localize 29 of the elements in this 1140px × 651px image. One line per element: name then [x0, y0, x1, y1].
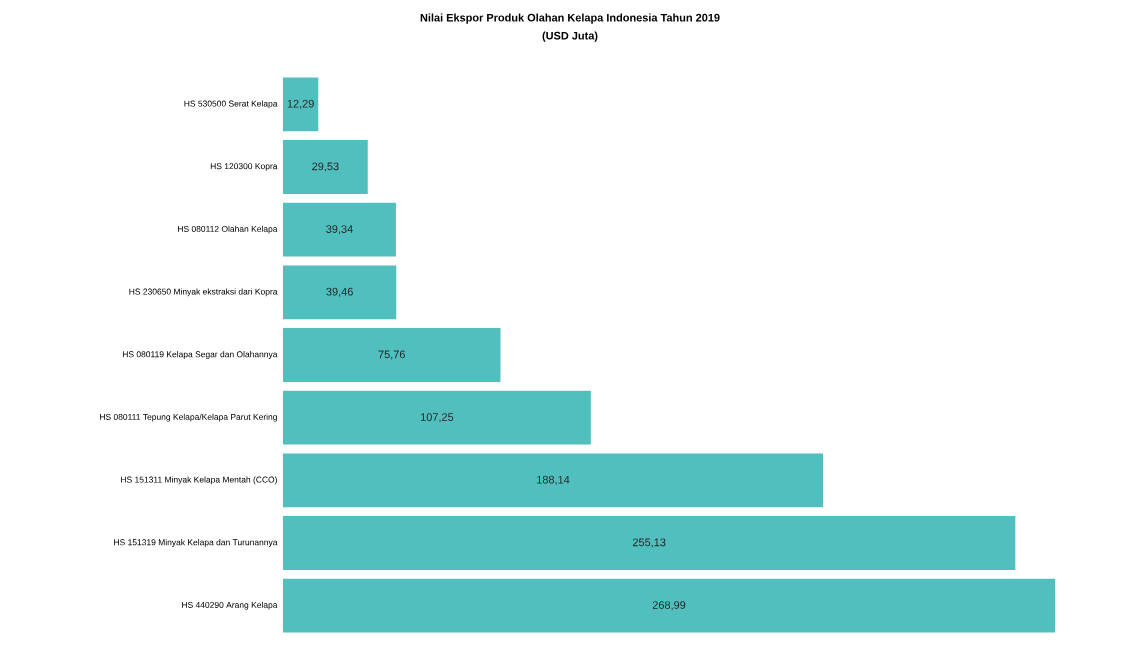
data-label: 29,53: [312, 162, 339, 172]
chart-title: Nilai Ekspor Produk Olahan Kelapa Indonesia Tahun 2019: [420, 13, 720, 24]
data-label: 268,99: [652, 601, 686, 611]
bar: [283, 265, 397, 320]
bar: [283, 516, 1016, 570]
bar: [283, 453, 824, 508]
y-tick-label: HS 440290 Arang Kelapa: [182, 601, 278, 610]
y-tick-label: HS 151319 Minyak Kelapa dan Turunannya: [114, 539, 278, 547]
data-label: 39,46: [326, 287, 353, 297]
y-tick-label: HS 080119 Kelapa Segar dan Olahannya: [122, 351, 278, 359]
bar: [283, 390, 591, 445]
data-label: 188,14: [537, 475, 570, 485]
data-label: 255,13: [632, 538, 666, 548]
y-tick-label: HS 151311 Minyak Kelapa Mentah (CCO): [121, 476, 277, 485]
bar: [283, 578, 1056, 633]
bar: [283, 140, 368, 194]
y-tick-label: HS 080112 Olahan Kelapa: [178, 225, 278, 234]
data-label: 107,25: [421, 413, 454, 423]
bar: [283, 202, 396, 257]
data-label: 12,29: [287, 99, 314, 109]
y-tick-label: HS 530500 Serat Kelapa: [184, 100, 278, 109]
bar: [283, 77, 319, 132]
chart-subtitle: (USD Juta): [542, 31, 598, 42]
bar: [283, 328, 501, 382]
y-tick-label: HS 120300 Kopra: [210, 163, 278, 171]
y-tick-label: HS 230650 Minyak ekstraksi dari Kopra: [129, 288, 278, 297]
data-label: 39,34: [326, 225, 353, 235]
y-tick-label: HS 080111 Tepung Kelapa/Kelapa Parut Kering: [100, 413, 277, 422]
data-label: 75,76: [378, 350, 405, 360]
